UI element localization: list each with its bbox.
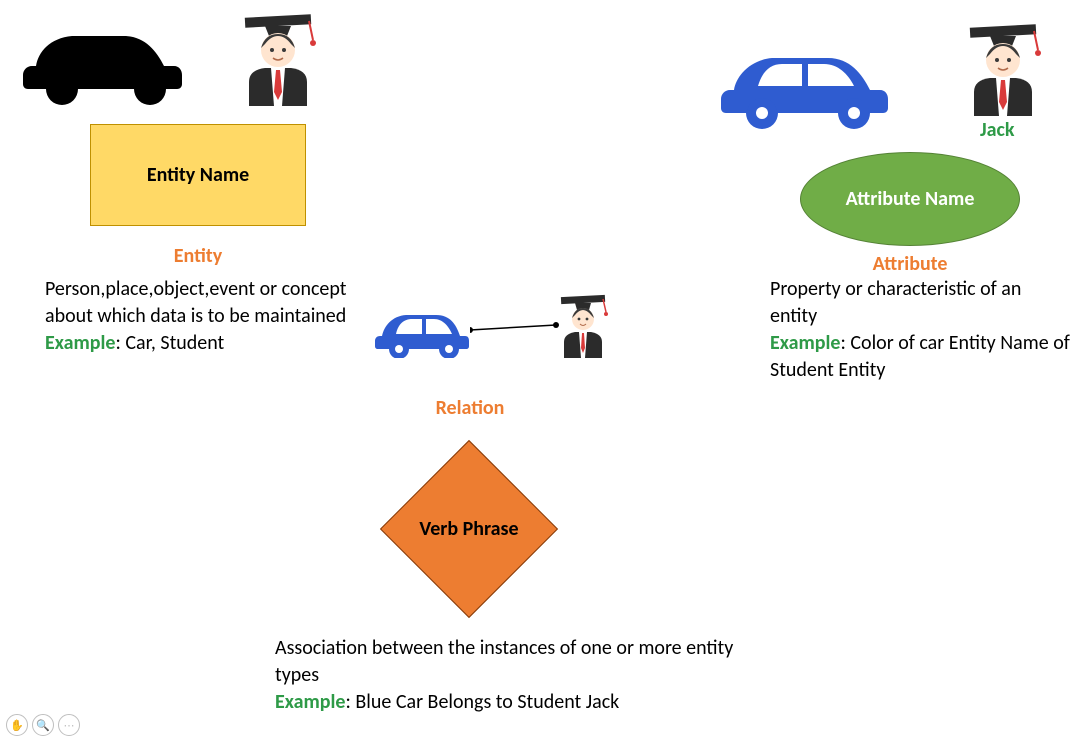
- relation-title: Relation: [400, 396, 540, 420]
- cap-tassel-ball: [1035, 50, 1041, 56]
- attribute-description: Property or characteristic of an entity: [770, 277, 1021, 328]
- car-pillar: [802, 64, 808, 86]
- relation-shape-label: Verb Phrase: [409, 518, 529, 541]
- entity-title: Entity: [90, 244, 306, 268]
- student-face: [986, 43, 1020, 77]
- student-eye-right: [282, 48, 286, 52]
- entity-example-text: : Car, Student: [116, 331, 225, 355]
- relation-example-label: Example: [275, 690, 346, 714]
- student-eye-left: [995, 58, 999, 62]
- grad-cap-board: [245, 14, 311, 27]
- car-wheel-rear-hub: [756, 107, 768, 119]
- relation-student-icon: [555, 292, 611, 358]
- entity-example-label: Example: [45, 331, 116, 355]
- grad-cap-board: [970, 24, 1036, 37]
- car-wheel-rear-hub: [395, 345, 403, 353]
- grad-cap-board: [561, 295, 605, 304]
- attribute-shape: Attribute Name: [800, 152, 1020, 246]
- jack-label: Jack: [980, 118, 1014, 142]
- relation-shape: Verb Phrase: [380, 440, 558, 618]
- attribute-car-icon: [712, 30, 892, 130]
- attribute-shape-label: Attribute Name: [846, 188, 975, 211]
- cap-tassel-ball: [604, 312, 608, 316]
- student-face: [261, 33, 295, 67]
- relation-example-text: : Blue Car Belongs to Student Jack: [346, 690, 620, 714]
- car-wheel-front-hub: [445, 345, 453, 353]
- student-eye-right: [586, 318, 589, 321]
- more-tool-icon[interactable]: ⋯: [58, 714, 80, 736]
- relation-car-icon: [370, 298, 470, 358]
- entity-shape: Entity Name: [90, 124, 306, 226]
- entity-shape-label: Entity Name: [147, 163, 249, 187]
- cap-tassel-ball: [310, 40, 316, 46]
- car-wheel-rear: [47, 74, 77, 104]
- attribute-example-label: Example: [770, 331, 841, 355]
- hand-tool-icon[interactable]: ✋: [6, 714, 28, 736]
- zoom-tool-icon[interactable]: 🔍: [32, 714, 54, 736]
- attribute-title: Attribute: [800, 252, 1020, 276]
- relation-connector-line: [470, 318, 560, 338]
- attribute-description-block: Property or characteristic of an entity …: [770, 276, 1070, 384]
- car-wheel-front: [135, 74, 165, 104]
- attribute-student-icon: [960, 20, 1046, 116]
- student-eye-left: [578, 318, 581, 321]
- entity-description-block: Person,place,object,event or concept abo…: [45, 276, 355, 357]
- student-eye-left: [270, 48, 274, 52]
- relation-description: Association between the instances of one…: [275, 636, 733, 687]
- car-wheel-front-hub: [848, 107, 860, 119]
- relation-description-block: Association between the instances of one…: [275, 635, 775, 716]
- student-eye-right: [1007, 58, 1011, 62]
- entity-car-icon: [16, 8, 186, 108]
- entity-description: Person,place,object,event or concept abo…: [45, 277, 347, 328]
- bottom-toolbar: ✋ 🔍 ⋯: [6, 714, 80, 736]
- student-face: [572, 308, 594, 330]
- entity-student-icon: [235, 10, 321, 106]
- car-pillar: [422, 319, 426, 334]
